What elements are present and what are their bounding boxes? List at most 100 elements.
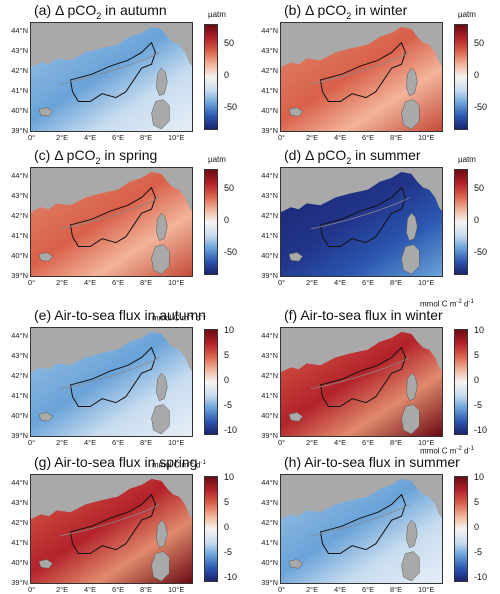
lat-label: 43°N	[11, 498, 28, 507]
lon-label: 10°E	[168, 133, 185, 142]
lon-label: 2°E	[56, 438, 69, 447]
title-text: (d) Δ pCO	[284, 147, 347, 163]
lon-label: 0°	[278, 278, 286, 287]
colorbar	[204, 24, 218, 130]
balearic-islands	[38, 412, 54, 422]
domain-outline	[319, 346, 406, 408]
map-area	[280, 327, 443, 437]
lon-label: 2°E	[306, 585, 319, 594]
domain-outline	[319, 493, 406, 555]
panel-title: (d) Δ pCO2 in summer	[284, 147, 421, 166]
map-area	[30, 327, 193, 437]
corsica	[156, 372, 168, 401]
lon-label: 8°E	[140, 278, 153, 287]
lat-label: 41°N	[11, 86, 28, 95]
corsica	[156, 67, 168, 96]
lon-label: 6°E	[112, 278, 125, 287]
lon-label: 8°E	[140, 133, 153, 142]
lat-label: 44°N	[261, 26, 278, 35]
lon-label: 0°	[278, 438, 286, 447]
lon-label: 6°E	[362, 585, 375, 594]
lat-label: 41°N	[11, 231, 28, 240]
lat-label: 41°N	[261, 538, 278, 547]
lon-label: 4°E	[334, 133, 347, 142]
lat-label: 39°N	[11, 126, 28, 135]
title-subscript: 2	[95, 155, 101, 166]
isoline	[60, 52, 160, 85]
sardinia	[151, 99, 170, 130]
colorbar	[454, 476, 468, 582]
lat-label: 42°N	[261, 371, 278, 380]
lat-label: 41°N	[11, 538, 28, 547]
panel-title: (b) Δ pCO2 in winter	[284, 2, 407, 21]
colorbar-tick: -50	[224, 247, 238, 257]
lat-label: 42°N	[261, 518, 278, 527]
lon-label: 0°	[278, 585, 286, 594]
sea-field	[281, 26, 442, 131]
colorbar-tick: 0	[474, 522, 480, 532]
sea-field	[281, 171, 442, 276]
lat-label: 42°N	[261, 211, 278, 220]
balearic-islands	[288, 559, 304, 569]
colorbar	[454, 24, 468, 130]
domain-outline	[69, 346, 156, 408]
sardinia	[401, 551, 420, 582]
colorbar-tick: -5	[474, 547, 483, 557]
sea-field	[31, 331, 192, 436]
colorbar-tick: 10	[224, 472, 235, 482]
lat-label: 41°N	[261, 231, 278, 240]
colorbar-tick: 50	[474, 183, 485, 193]
lat-label: 44°N	[261, 478, 278, 487]
panel-d: (d) Δ pCO2 in summer 44°N 43°N 42°N 41°N 40°N…	[250, 145, 500, 287]
lon-label: 0°	[28, 438, 36, 447]
lon-label: 2°E	[306, 278, 319, 287]
lon-label: 6°E	[362, 133, 375, 142]
lat-label: 40°N	[261, 411, 278, 420]
lon-label: 0°	[278, 133, 286, 142]
colorbar-tick: 5	[224, 497, 230, 507]
colorbar	[204, 329, 218, 435]
panel-title: (h) Air-to-sea flux in summer	[284, 454, 460, 473]
lat-label: 40°N	[261, 251, 278, 260]
sea-field	[31, 171, 192, 276]
isoline	[310, 504, 410, 537]
colorbar-tick: -50	[474, 247, 488, 257]
title-text: (f) Air-to-sea flux in winter	[284, 307, 443, 323]
lat-label: 43°N	[261, 46, 278, 55]
isoline	[310, 197, 410, 230]
colorbar-unit: µatm	[208, 155, 226, 164]
title-subscript: 2	[346, 10, 352, 21]
colorbar-tick: 0	[224, 215, 230, 225]
colorbar-tick: 5	[474, 497, 480, 507]
lat-label: 40°N	[11, 251, 28, 260]
lon-label: 2°E	[306, 438, 319, 447]
lon-label: 8°E	[140, 438, 153, 447]
colorbar-tick: -5	[224, 547, 233, 557]
colorbar-tick: 0	[224, 522, 230, 532]
map-area	[30, 167, 193, 277]
colorbar-tick: -10	[224, 425, 238, 435]
colorbar-tick: 50	[224, 38, 235, 48]
colorbar-tick: 0	[474, 215, 480, 225]
colorbar	[454, 329, 468, 435]
lat-label: 42°N	[11, 66, 28, 75]
colorbar-tick: -50	[224, 102, 238, 112]
lon-label: 6°E	[112, 133, 125, 142]
lon-label: 10°E	[168, 278, 185, 287]
map-area	[280, 474, 443, 584]
isoline	[310, 357, 410, 390]
sea-field	[31, 478, 192, 583]
lon-label: 8°E	[390, 133, 403, 142]
lat-label: 40°N	[261, 106, 278, 115]
lat-label: 42°N	[261, 66, 278, 75]
isoline	[60, 197, 160, 230]
lat-label: 44°N	[11, 478, 28, 487]
map-area	[30, 474, 193, 584]
corsica	[406, 372, 418, 401]
lat-label: 42°N	[11, 518, 28, 527]
colorbar-unit: µatm	[458, 10, 476, 19]
lon-label: 4°E	[84, 585, 97, 594]
sardinia	[151, 551, 170, 582]
title-text: (g) Air-to-sea flux in spring	[34, 454, 198, 470]
lat-label: 42°N	[11, 371, 28, 380]
